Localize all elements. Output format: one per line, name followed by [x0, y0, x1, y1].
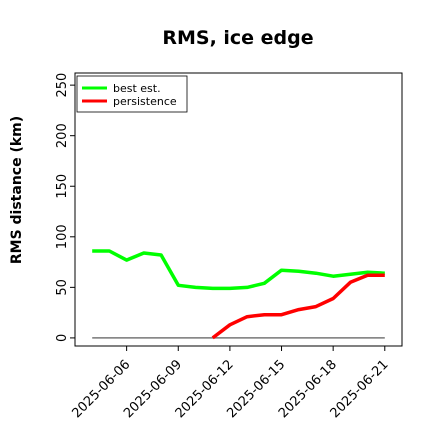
y-tick-label: 0	[55, 334, 70, 342]
plot-area	[74, 72, 403, 347]
x-axis: 2025-06-062025-06-092025-06-122025-06-15…	[69, 346, 392, 421]
y-tick-label: 250	[55, 73, 70, 98]
y-tick-label: 50	[55, 279, 70, 296]
y-axis: 0 50 100 150 200 250	[55, 73, 75, 342]
legend: best est. persistence	[76, 75, 188, 113]
y-tick-label: 100	[55, 224, 70, 249]
series-layer	[92, 249, 385, 340]
legend-box	[76, 75, 188, 113]
chart-title: RMS, ice edge	[162, 27, 313, 49]
legend-label-persistence: persistence	[113, 95, 177, 108]
legend-label-best-est: best est.	[113, 82, 161, 95]
y-axis-label: RMS distance (km)	[9, 116, 25, 264]
series-line-best-est	[92, 249, 385, 291]
y-tick-label: 200	[55, 123, 70, 148]
y-tick-label: 150	[55, 174, 70, 199]
series-line-persistence	[211, 273, 385, 340]
